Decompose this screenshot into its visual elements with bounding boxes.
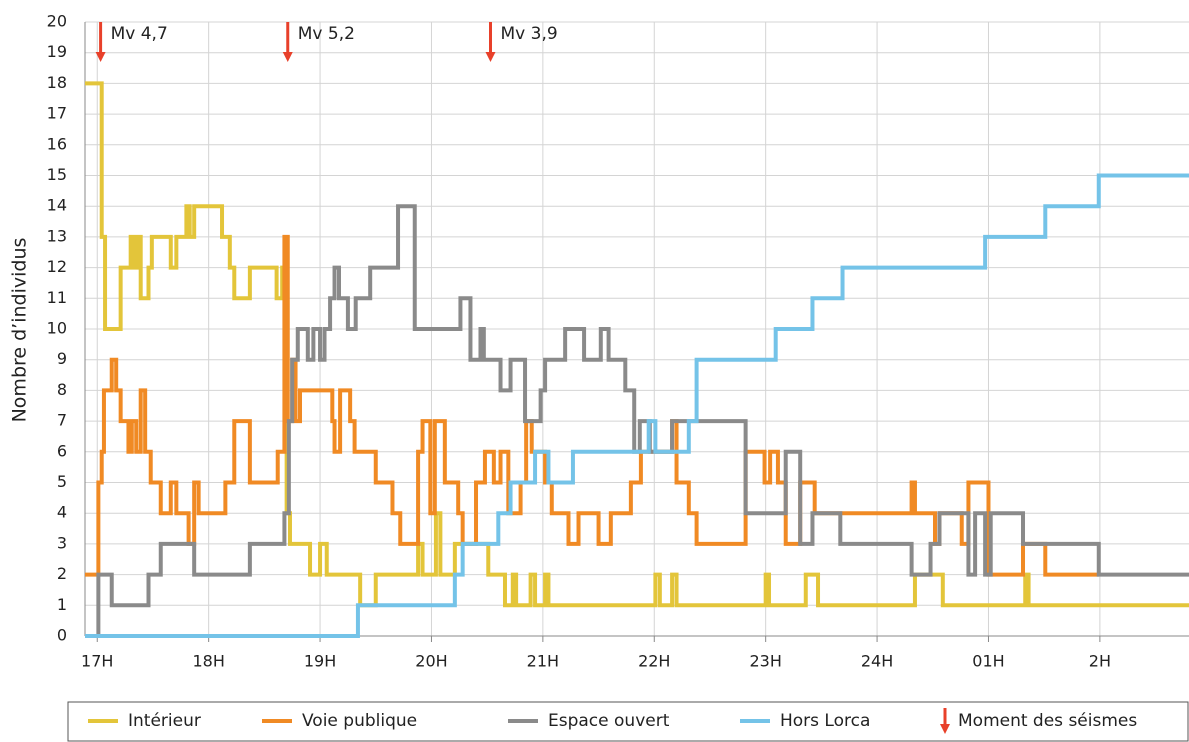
y-tick-label: 15 (47, 165, 67, 184)
y-axis-label: Nombre d’individus (9, 238, 31, 423)
y-tick-label: 18 (47, 73, 67, 92)
legend-label: Intérieur (128, 711, 201, 731)
x-tick-label: 19H (304, 652, 336, 671)
y-tick-label: 2 (57, 564, 67, 583)
series-line (85, 234, 1099, 577)
y-tick-label: 7 (57, 411, 67, 430)
x-tick-label: 18H (192, 652, 224, 671)
legend-event-arrow-head (940, 724, 950, 734)
x-tick-label: 24H (861, 652, 893, 671)
y-tick-label: 0 (57, 626, 67, 645)
legend-label: Hors Lorca (780, 711, 870, 731)
y-tick-label: 13 (47, 226, 67, 245)
x-tick-label: 23H (749, 652, 781, 671)
y-tick-label: 8 (57, 380, 67, 399)
y-tick-label: 10 (47, 319, 67, 338)
legend-box (67, 701, 1189, 742)
y-tick-label: 9 (57, 349, 67, 368)
y-tick-label: 1 (57, 595, 67, 614)
x-tick-label: 22H (638, 652, 670, 671)
x-tick-label: 17H (81, 652, 113, 671)
y-tick-label: 16 (47, 134, 67, 153)
y-tick-label: 4 (57, 503, 67, 522)
event-arrow-head (95, 52, 106, 62)
x-tick-label: 20H (415, 652, 447, 671)
x-tick-label: 2H (1089, 652, 1111, 671)
y-tick-label: 17 (47, 104, 67, 123)
event-label: Mv 3,9 (501, 24, 558, 44)
event-arrow-head (485, 52, 496, 62)
y-tick-label: 14 (47, 196, 67, 215)
y-tick-label: 5 (57, 472, 67, 491)
y-tick-label: 11 (47, 288, 67, 307)
x-tick-label: 21H (527, 652, 559, 671)
event-arrow-head (282, 52, 293, 62)
y-tick-label: 19 (47, 42, 67, 61)
event-label: Mv 4,7 (111, 24, 168, 44)
event-label: Mv 5,2 (298, 24, 355, 44)
y-tick-label: 12 (47, 257, 67, 276)
x-tick-label: 01H (972, 652, 1004, 671)
y-tick-label: 6 (57, 441, 67, 460)
legend-label: Espace ouvert (548, 711, 670, 731)
series-line (85, 173, 1189, 638)
y-tick-label: 3 (57, 533, 67, 552)
series-line (85, 204, 1189, 638)
legend-label: Voie publique (302, 711, 417, 731)
y-tick-label: 20 (47, 12, 67, 31)
legend-label: Moment des séismes (958, 711, 1137, 731)
